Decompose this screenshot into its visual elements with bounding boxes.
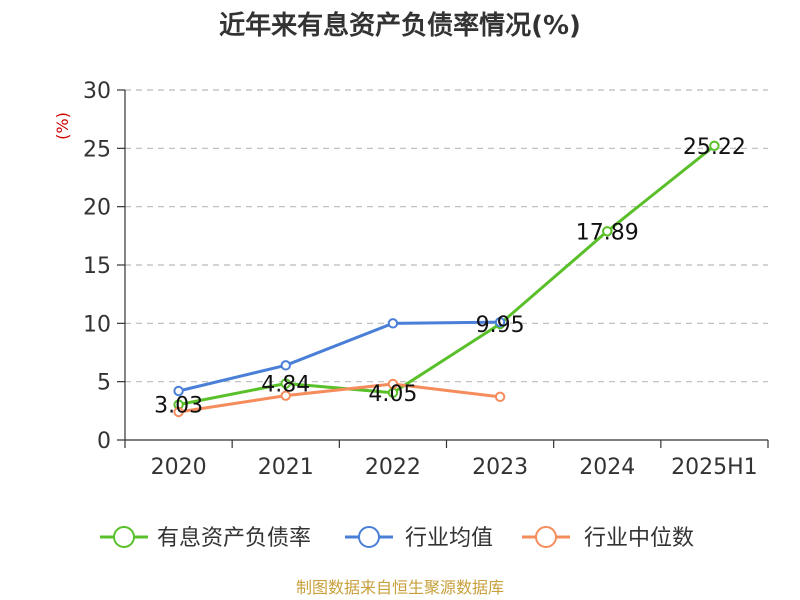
data-point-0-4 [602,226,613,237]
data-point-1-1 [280,360,291,371]
legend-marker-0 [113,526,135,548]
legend-label-0: 有息资产负债率 [157,526,311,551]
legend[interactable]: 有息资产负债率 行业均值 行业中位数 [100,526,694,551]
series-line-0 [178,144,716,407]
legend-label-1: 行业均值 [405,526,493,551]
data-point-0-5 [709,140,720,151]
legend-item-0[interactable]: 有息资产负债率 [100,526,311,551]
y-tick-label-5: 5 [97,371,111,396]
series-line-1 [178,320,501,393]
legend-marker-1 [358,526,380,548]
legend-marker-2 [535,526,557,548]
data-point-2-1 [280,390,291,401]
axes: 0 5 10 15 20 25 30 2020 2021 2022 2023 2024 2025H1 [83,79,769,480]
legend-item-1[interactable]: 行业均值 [345,526,493,551]
y-tick-label-25: 25 [83,137,111,162]
chart-title: 近年来有息资产负债率情况(%) [219,10,581,41]
series-layer [173,140,720,418]
y-tick-label-15: 15 [83,254,111,279]
series-line-2 [178,382,501,414]
data-label-0-4: 17.89 [576,220,639,245]
x-tick-label-2022: 2022 [365,455,421,480]
data-label-0-5: 25.22 [683,135,746,160]
data-label-0-2: 4.05 [368,382,417,407]
grid-lines [125,89,768,383]
data-label-0-1: 4.84 [261,373,310,398]
y-tick-label-20: 20 [83,196,111,221]
y-tick-label-10: 10 [83,312,111,337]
data-point-2-3 [494,391,506,403]
data-point-1-3 [494,316,506,328]
data-point-2-0 [173,406,184,418]
source-note: 制图数据来自恒生聚源数据库 [296,578,504,597]
x-tick-label-2020: 2020 [151,455,207,480]
data-point-1-0 [173,385,184,397]
data-label-0-0: 3.03 [154,394,203,419]
x-tick-label-2025H1: 2025H1 [671,455,758,480]
legend-label-2: 行业中位数 [584,526,694,551]
x-tick-label-2021: 2021 [258,455,314,480]
y-tick-label-0: 0 [97,429,111,454]
data-point-1-2 [387,318,399,329]
legend-item-2[interactable]: 行业中位数 [522,526,694,551]
x-tick-label-2024: 2024 [579,455,635,480]
x-tick-label-2023: 2023 [472,455,528,480]
data-point-0-1 [280,378,291,389]
data-point-2-2 [387,378,399,390]
y-tick-label-30: 30 [83,79,111,104]
data-labels: 3.03 4.84 4.05 9.95 17.89 25.22 [154,135,746,419]
data-label-0-3: 9.95 [476,313,525,338]
y-axis-unit: (%) [53,112,72,140]
